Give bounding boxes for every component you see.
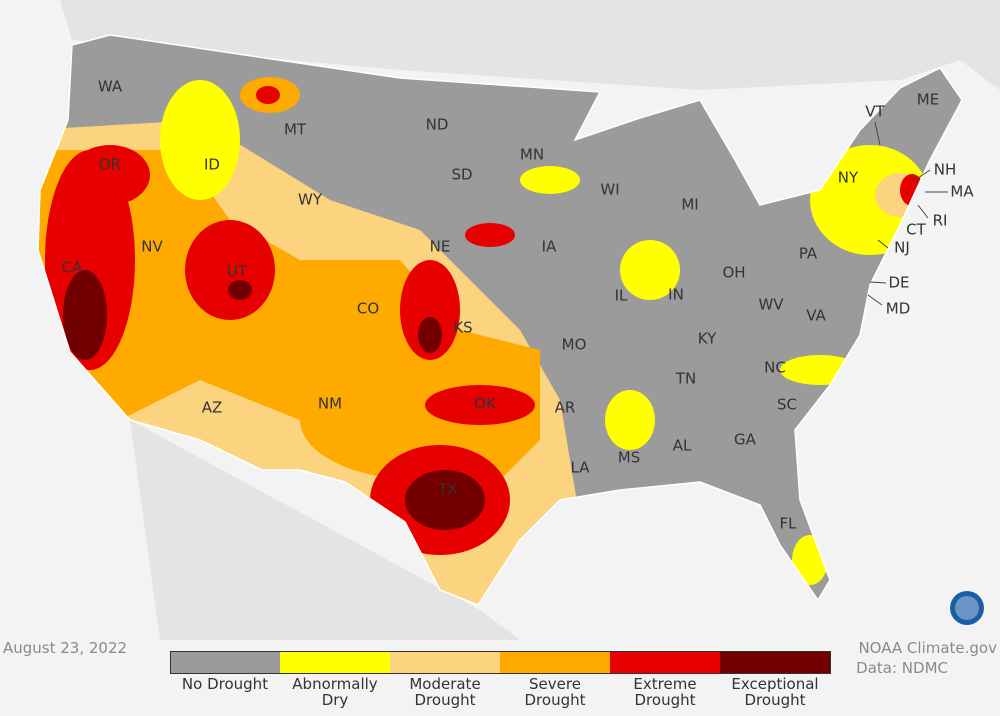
canada [60,0,1000,90]
mexico [130,420,520,640]
state-label: MN [520,146,544,164]
state-label: KS [453,319,472,337]
state-label: LA [571,459,591,477]
state-label: OH [722,264,745,282]
state-label: AR [555,399,576,417]
legend-label: Moderate Drought [409,675,481,709]
state-label: TX [437,481,457,499]
legend-label: No Drought [181,675,269,693]
state-label: WV [758,296,784,314]
state-label: NV [141,238,163,256]
noaa-logo [950,591,984,625]
state-label: IL [615,287,628,305]
state-label: TN [675,370,696,388]
credit: NOAA Climate.gov [858,639,997,657]
state-label: OR [99,156,121,174]
state-label: ND [426,116,449,134]
date: August 23, 2022 [3,639,128,657]
state-label: NY [838,169,859,187]
state-label: NM [318,395,342,413]
leader-lines [867,121,948,306]
legend-swatch [390,651,500,674]
state-label: MI [681,196,698,214]
legend-swatch [170,651,281,674]
state-label: IN [668,286,684,304]
legend-swatch [610,651,720,674]
credit: Data: NDMC [856,659,948,677]
state-label: WI [600,181,619,199]
legend-label: Extreme Drought [633,675,697,709]
map: WA OR CA NV ID MT WY UT AZ CO NM ND SD N… [37,0,1000,640]
state-label: MD [886,300,911,318]
state-label: AL [673,437,692,455]
legend-label: Severe Drought [524,675,586,709]
legend-label: Abnormally Dry [292,675,378,709]
state-label: OK [474,395,497,413]
state-label: MA [950,183,974,201]
state-label: ID [204,156,220,174]
state-label: GA [734,431,757,449]
state-label: VT [865,103,885,121]
state-label: KY [698,330,717,348]
state-label: CO [357,300,379,318]
legend-label: Exceptional Drought [731,675,819,709]
noaa-logo-inner [955,596,979,620]
legend-swatch [720,651,831,674]
drought-areas [38,77,930,605]
state-label: WA [98,78,123,96]
state-label: DE [888,274,909,292]
state-label: ME [917,91,939,109]
state-label: MT [284,121,307,139]
state-label: RI [933,212,948,230]
state-label: FL [780,515,798,533]
state-label: NC [764,359,786,377]
state-label: AZ [202,399,223,417]
state-labels: WA OR CA NV ID MT WY UT AZ CO NM ND SD N… [62,78,975,533]
legend-swatch [280,651,390,674]
state-label: NJ [894,239,910,257]
state-label: NE [430,238,451,256]
state-label: NH [934,161,957,179]
state-label: MO [562,336,587,354]
legend-swatch [500,651,610,674]
state-label: UT [227,263,248,281]
state-label: VA [806,307,826,325]
state-label: SD [451,166,472,184]
state-label: CA [62,259,83,277]
state-label: IA [542,238,557,256]
state-label: SC [777,396,797,414]
state-label: MS [618,449,640,467]
state-label: WY [298,191,323,209]
state-label: PA [799,245,818,263]
state-label: CT [906,221,926,239]
